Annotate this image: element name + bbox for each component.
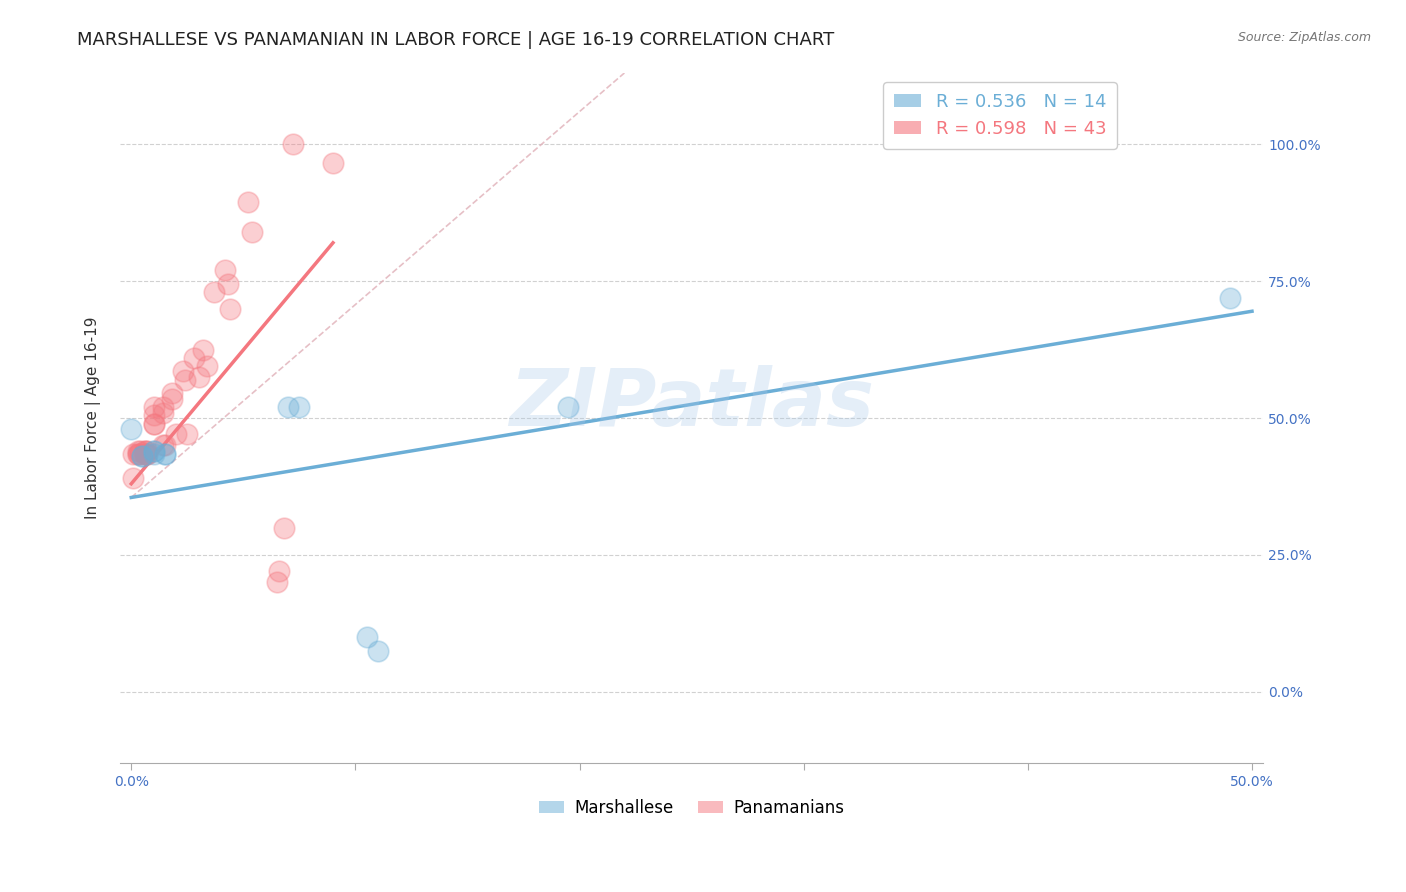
Point bbox=[557, 400, 579, 414]
Point bbox=[277, 400, 299, 414]
Point bbox=[153, 438, 176, 452]
Point bbox=[127, 447, 149, 461]
Point bbox=[152, 400, 174, 414]
Point bbox=[356, 630, 378, 644]
Text: Source: ZipAtlas.com: Source: ZipAtlas.com bbox=[1237, 31, 1371, 45]
Point bbox=[129, 447, 152, 461]
Point bbox=[122, 471, 145, 485]
Point bbox=[142, 444, 165, 458]
Point bbox=[142, 447, 165, 461]
Point bbox=[176, 427, 198, 442]
Point bbox=[122, 447, 145, 461]
Point bbox=[136, 447, 159, 461]
Point bbox=[134, 444, 156, 458]
Point bbox=[134, 447, 156, 461]
Point bbox=[174, 373, 197, 387]
Point bbox=[217, 277, 239, 291]
Point bbox=[187, 370, 209, 384]
Point bbox=[160, 386, 183, 401]
Text: ZIPatlas: ZIPatlas bbox=[509, 365, 875, 443]
Point bbox=[127, 447, 149, 461]
Point bbox=[172, 364, 194, 378]
Point bbox=[160, 392, 183, 406]
Point bbox=[134, 447, 156, 461]
Point bbox=[322, 156, 344, 170]
Point bbox=[367, 644, 389, 658]
Point bbox=[142, 400, 165, 414]
Point bbox=[136, 444, 159, 458]
Point bbox=[281, 137, 304, 152]
Point bbox=[191, 343, 214, 357]
Point bbox=[136, 447, 159, 461]
Point bbox=[240, 225, 263, 239]
Point bbox=[142, 417, 165, 431]
Point bbox=[266, 575, 288, 590]
Point bbox=[127, 444, 149, 458]
Point bbox=[273, 520, 295, 534]
Point bbox=[202, 285, 225, 299]
Point bbox=[288, 400, 311, 414]
Legend: Marshallese, Panamanians: Marshallese, Panamanians bbox=[533, 792, 851, 824]
Point bbox=[131, 450, 153, 464]
Point bbox=[142, 417, 165, 431]
Point bbox=[152, 406, 174, 420]
Point bbox=[183, 351, 205, 365]
Point bbox=[236, 194, 259, 209]
Point bbox=[142, 409, 165, 423]
Point bbox=[120, 422, 142, 436]
Point bbox=[134, 444, 156, 458]
Point bbox=[197, 359, 219, 373]
Point bbox=[152, 438, 174, 452]
Point bbox=[1219, 291, 1241, 305]
Point bbox=[269, 565, 291, 579]
Point bbox=[219, 301, 242, 316]
Point bbox=[129, 444, 152, 458]
Y-axis label: In Labor Force | Age 16-19: In Labor Force | Age 16-19 bbox=[86, 317, 101, 519]
Point bbox=[153, 447, 176, 461]
Point bbox=[131, 450, 153, 464]
Point bbox=[165, 427, 187, 442]
Point bbox=[142, 444, 165, 458]
Point bbox=[153, 447, 176, 461]
Text: MARSHALLESE VS PANAMANIAN IN LABOR FORCE | AGE 16-19 CORRELATION CHART: MARSHALLESE VS PANAMANIAN IN LABOR FORCE… bbox=[77, 31, 835, 49]
Point bbox=[214, 263, 236, 277]
